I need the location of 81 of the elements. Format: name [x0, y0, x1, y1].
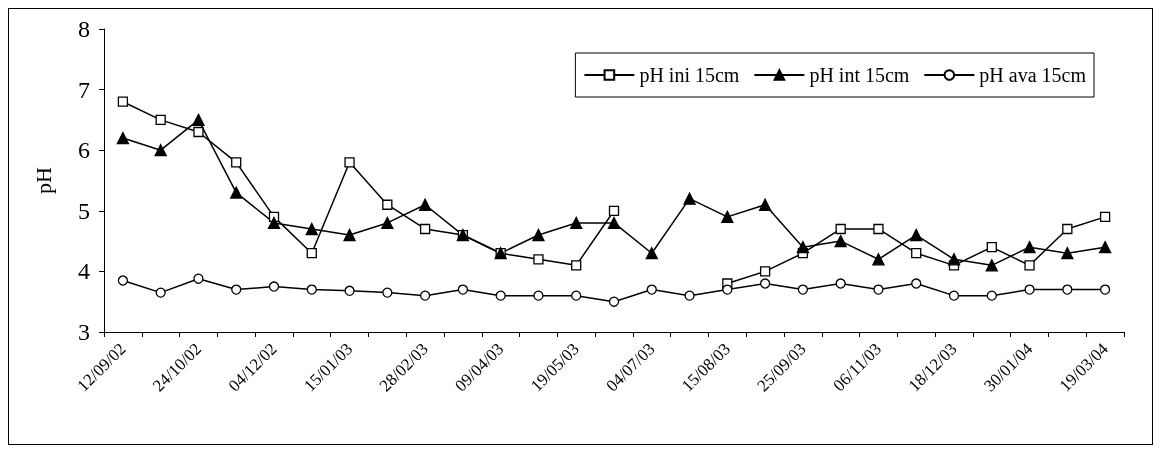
point	[986, 290, 997, 301]
point	[230, 186, 243, 199]
point	[947, 253, 961, 266]
y-tick-label: 6	[78, 137, 90, 164]
y-tick-label: 8	[78, 16, 90, 42]
point	[571, 290, 582, 301]
point	[796, 241, 810, 254]
point	[155, 287, 166, 298]
point	[155, 114, 166, 126]
point	[608, 296, 620, 307]
point	[872, 253, 885, 266]
point	[418, 198, 432, 211]
point	[910, 228, 923, 242]
point	[1098, 241, 1112, 254]
point	[306, 284, 317, 295]
point	[231, 284, 242, 295]
point	[571, 260, 582, 271]
point	[759, 266, 771, 277]
point	[117, 96, 129, 107]
point	[1023, 241, 1036, 254]
point	[607, 216, 621, 230]
point	[758, 198, 772, 211]
point	[1024, 260, 1035, 271]
legend-label: pH ava 15cm	[979, 64, 1087, 87]
point	[192, 113, 205, 127]
point	[495, 290, 506, 301]
point	[419, 290, 431, 301]
point	[1062, 223, 1073, 235]
point	[759, 278, 771, 289]
point	[116, 131, 130, 145]
legend-label: pH int 15cm	[809, 64, 910, 87]
point	[683, 192, 696, 205]
point	[873, 284, 884, 295]
point	[532, 228, 545, 242]
y-tick-label: 4	[78, 258, 90, 285]
point	[911, 278, 922, 289]
point	[684, 290, 695, 301]
point	[267, 216, 281, 230]
point	[343, 228, 356, 242]
point	[948, 290, 960, 301]
point	[646, 284, 657, 295]
point	[193, 273, 204, 284]
point	[1061, 247, 1074, 260]
point	[911, 248, 922, 259]
point	[1099, 284, 1111, 295]
point	[154, 144, 167, 157]
point	[873, 223, 884, 235]
point	[834, 234, 847, 248]
point	[268, 281, 280, 292]
point	[645, 247, 658, 260]
point	[721, 210, 734, 224]
point	[117, 275, 129, 286]
legend-label: pH ini 15cm	[639, 64, 740, 87]
point	[382, 199, 393, 210]
point	[193, 126, 204, 138]
point	[1099, 211, 1111, 223]
y-tick-label: 7	[78, 76, 90, 103]
point	[986, 242, 997, 253]
point	[306, 248, 317, 259]
point	[381, 216, 394, 230]
y-axis-title: pH	[30, 166, 56, 194]
point	[533, 254, 544, 265]
point	[570, 216, 583, 230]
y-tick-label: 5	[78, 197, 90, 224]
point	[457, 284, 469, 295]
point	[722, 284, 733, 295]
y-tick-label: 3	[78, 319, 90, 345]
point	[344, 157, 355, 168]
point	[231, 157, 242, 168]
point	[1062, 284, 1073, 295]
point	[344, 285, 355, 296]
point	[533, 290, 544, 301]
point	[1024, 284, 1035, 295]
point	[835, 278, 846, 289]
point	[419, 223, 431, 235]
point	[797, 284, 809, 295]
point	[835, 223, 846, 235]
point	[608, 205, 620, 216]
point	[985, 259, 998, 272]
point	[305, 222, 318, 236]
point	[382, 287, 393, 298]
